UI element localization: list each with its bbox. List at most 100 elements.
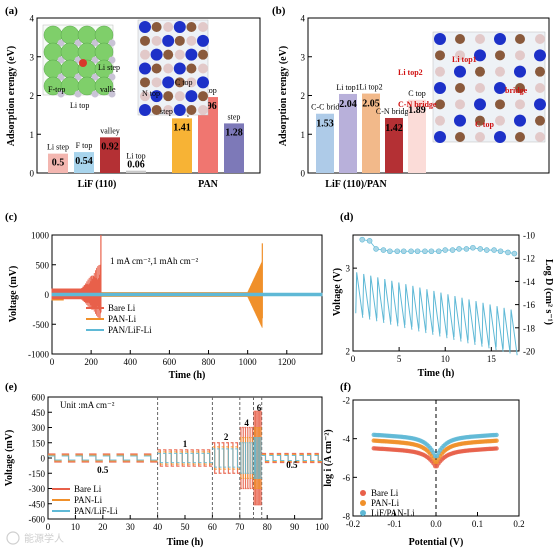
legend-label: LiF/PAN-Li: [371, 508, 415, 518]
rate-label: 4: [244, 418, 249, 428]
y-tick-label: 1000: [31, 231, 50, 241]
bar: [408, 99, 426, 173]
x-tick-label: 0.0: [430, 519, 442, 529]
bar-value-label: 2.05: [362, 99, 380, 110]
panel-d-tag: (d): [340, 211, 354, 223]
pan-atom: [151, 63, 162, 74]
bar-category-label: Li step: [47, 143, 69, 152]
inset-lifpan-structure: [432, 31, 546, 143]
pan-atom: [535, 115, 545, 126]
inset-site-label: Li step: [98, 63, 120, 72]
y-tick-label: 3: [346, 264, 351, 274]
bar-category-label: step: [228, 112, 241, 121]
pan-atom: [435, 50, 445, 61]
panel-b-xlabel: LiF (110)/PAN: [325, 179, 387, 190]
logd-point: [414, 248, 421, 255]
y-tick-label: 3: [30, 52, 35, 62]
pan-atom: [495, 66, 505, 77]
legend-label: PAN/LiF-Li: [108, 325, 152, 335]
pan-atom: [434, 33, 446, 45]
pan-atom: [435, 99, 445, 110]
pan-atom: [475, 115, 485, 126]
legend-label: Bare Li: [74, 484, 102, 494]
pan-atom: [174, 91, 185, 102]
x-tick-label: 10: [441, 354, 451, 364]
y-tick-label: 2: [301, 91, 306, 101]
x-tick-label: 0: [351, 354, 356, 364]
y-tick-label: 2: [346, 347, 351, 357]
pan-atom: [474, 98, 486, 111]
panel-f-xlabel: Potential (V): [409, 537, 464, 548]
tafel-point: [494, 432, 499, 438]
f-atom: [94, 76, 114, 96]
y-tick-label: 4: [30, 14, 35, 24]
logd-point: [470, 244, 476, 251]
pan-atom: [475, 132, 485, 142]
inset-site-label: valle: [100, 85, 116, 94]
tafel-point: [434, 459, 440, 465]
pan-atom: [163, 105, 174, 115]
pan-atom: [150, 48, 163, 61]
bar-value-label: 1.42: [385, 123, 403, 134]
pan-atom: [494, 131, 506, 143]
x-tick-label: 400: [124, 357, 138, 367]
legend-label: PAN-Li: [371, 498, 400, 508]
bar-category-label: Li top: [126, 152, 145, 161]
pan-atom: [495, 99, 505, 110]
x-tick-label: 90: [290, 522, 300, 532]
pan-atom: [163, 22, 174, 32]
pan-atom: [174, 35, 185, 46]
inset-site-label: N top: [142, 89, 160, 98]
panel-c-xlabel: Time (h): [169, 370, 206, 381]
x-tick-label: 10: [71, 522, 81, 532]
pan-atom: [474, 49, 486, 62]
y-tick-label: -10: [523, 231, 535, 241]
pan-atom: [435, 115, 445, 126]
li-atom: [91, 90, 99, 98]
pan-atom: [434, 82, 446, 94]
series-panlif-li: [51, 292, 323, 297]
logd-point: [373, 246, 379, 252]
pan-atom: [162, 34, 175, 47]
bar-category-label: valley: [100, 126, 120, 135]
x-tick-label: 30: [126, 522, 136, 532]
rate-label: 2: [224, 432, 229, 442]
x-tick-label: 1000: [239, 357, 258, 367]
pan-atom: [173, 104, 186, 116]
watermark-logo: [6, 531, 20, 545]
series-voltage: [355, 272, 518, 356]
inset-site-label: step: [160, 107, 173, 116]
watermark-text: 能源学人: [24, 532, 64, 545]
x-tick-label: -0.1: [387, 519, 401, 529]
pan-atom: [535, 83, 545, 93]
panel-d-ylabel-right: Log D (cm² s⁻¹): [543, 259, 554, 325]
x-tick-label: 0.1: [472, 519, 483, 529]
pan-atom: [198, 91, 208, 102]
y-tick-label: 300: [32, 423, 46, 433]
pan-atom: [173, 62, 186, 75]
group-label: PAN: [198, 179, 219, 190]
pan-atom: [535, 66, 545, 77]
pan-atom: [174, 77, 185, 88]
li-atom: [57, 90, 65, 98]
panel-a-tag: (a): [5, 5, 18, 17]
li-atom: [74, 90, 82, 98]
x-tick-label: 15: [487, 354, 497, 364]
pan-atom: [515, 34, 525, 44]
li-atom: [108, 90, 116, 98]
logd-point: [380, 247, 387, 253]
pan-atom: [140, 91, 150, 102]
li-atom: [91, 39, 99, 47]
panel-e-xlabel: Time (h): [167, 537, 204, 548]
inset-site-label: C-N bridge: [398, 100, 437, 109]
pan-atom: [163, 63, 174, 74]
y-tick-label: 500: [36, 260, 50, 270]
pan-atom: [198, 22, 208, 32]
legend-label: PAN-Li: [108, 314, 137, 324]
pan-atom: [139, 62, 151, 75]
pan-atom: [139, 104, 151, 116]
li-atom: [108, 39, 116, 47]
pan-atom: [151, 105, 162, 115]
panel-a-ylabel: Adsorption erengy (eV): [6, 46, 17, 146]
pan-atom: [455, 132, 465, 142]
